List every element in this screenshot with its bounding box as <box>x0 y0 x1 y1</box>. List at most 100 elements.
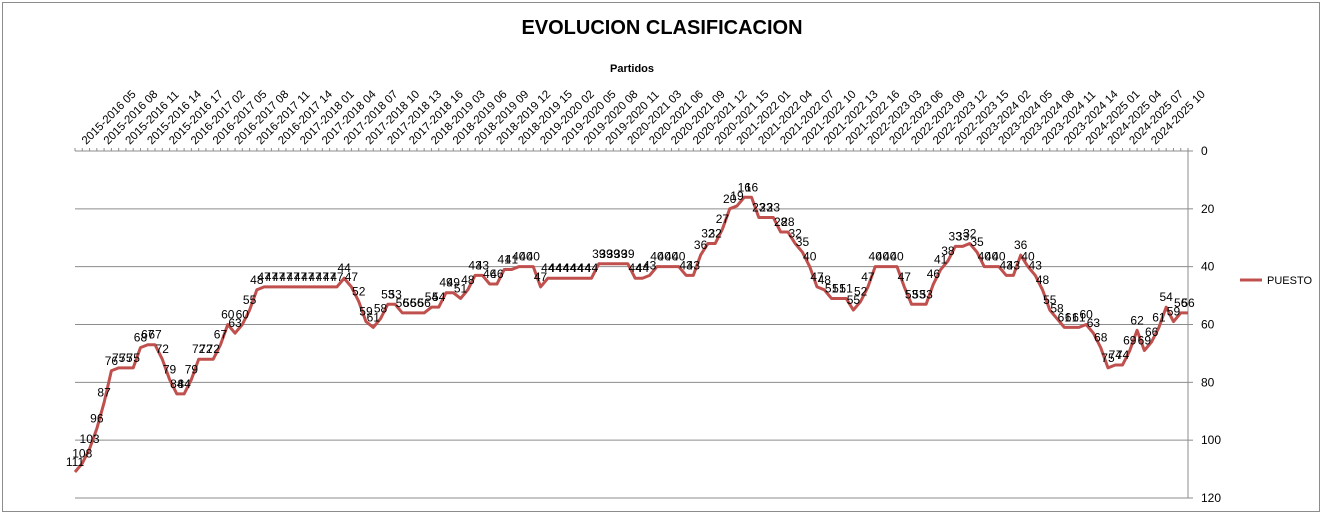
data-label: 40 <box>650 250 664 264</box>
data-label: 59 <box>1167 305 1181 319</box>
data-label: 28 <box>781 215 795 229</box>
data-label: 67 <box>148 328 162 342</box>
data-label: 27 <box>716 212 730 226</box>
data-label: 61 <box>1065 310 1079 324</box>
data-label: 49 <box>439 276 453 290</box>
data-label: 63 <box>228 316 242 330</box>
data-label: 39 <box>607 247 621 261</box>
data-label: 43 <box>999 258 1013 272</box>
y-tick-label: 60 <box>1201 318 1215 332</box>
data-label: 47 <box>279 270 293 284</box>
data-label: 58 <box>1050 302 1064 316</box>
data-label: 44 <box>570 261 584 275</box>
data-label: 23 <box>767 201 781 215</box>
data-label: 72 <box>207 342 221 356</box>
data-label: 75 <box>127 351 141 365</box>
data-label: 32 <box>708 227 722 241</box>
data-label: 48 <box>461 273 475 287</box>
data-label: 39 <box>592 247 606 261</box>
data-label: 67 <box>141 328 155 342</box>
data-label: 47 <box>810 270 824 284</box>
legend: PUESTO <box>1240 275 1312 287</box>
data-label: 36 <box>694 238 708 252</box>
data-label: 79 <box>163 362 177 376</box>
data-label: 40 <box>890 250 904 264</box>
data-label: 47 <box>265 270 279 284</box>
data-label: 56 <box>417 296 431 310</box>
data-label: 44 <box>585 261 599 275</box>
data-label: 56 <box>410 296 424 310</box>
data-label: 44 <box>337 261 351 275</box>
data-label: 47 <box>330 270 344 284</box>
data-label: 47 <box>257 270 271 284</box>
data-label: 60 <box>236 308 250 322</box>
data-label: 46 <box>490 267 504 281</box>
y-tick-label: 20 <box>1201 202 1215 216</box>
data-label: 75 <box>1101 351 1115 365</box>
data-label: 44 <box>636 261 650 275</box>
data-label: 76 <box>105 354 119 368</box>
data-label: 39 <box>599 247 613 261</box>
data-label: 75 <box>112 351 126 365</box>
data-label: 32 <box>701 227 715 241</box>
data-label: 55 <box>1043 293 1057 307</box>
data-label: 20 <box>723 192 737 206</box>
data-label: 40 <box>665 250 679 264</box>
series-lines <box>73 195 1188 473</box>
data-label: 67 <box>214 328 228 342</box>
data-label: 62 <box>1130 313 1144 327</box>
data-label: 52 <box>854 284 868 298</box>
data-label: 48 <box>1036 273 1050 287</box>
data-label: 43 <box>643 258 657 272</box>
data-label: 59 <box>359 305 373 319</box>
y-tick-label: 100 <box>1201 433 1221 447</box>
data-label: 60 <box>221 308 235 322</box>
y-tick-label: 0 <box>1201 144 1208 158</box>
data-label: 40 <box>1021 250 1035 264</box>
data-label: 19 <box>730 189 744 203</box>
data-label: 79 <box>185 362 199 376</box>
data-label: 43 <box>687 258 701 272</box>
data-label: 47 <box>345 270 359 284</box>
y-tick-label: 40 <box>1201 260 1215 274</box>
data-label: 69 <box>1138 334 1152 348</box>
data-label: 74 <box>1116 348 1130 362</box>
data-label: 47 <box>534 270 548 284</box>
data-label: 51 <box>825 281 839 295</box>
data-label: 39 <box>621 247 635 261</box>
data-label: 75 <box>119 351 133 365</box>
data-label: 48 <box>250 273 264 287</box>
data-label: 103 <box>80 432 100 446</box>
data-label: 36 <box>1014 238 1028 252</box>
data-label: 43 <box>476 258 490 272</box>
data-label: 32 <box>963 227 977 241</box>
data-label: 51 <box>454 281 468 295</box>
data-label: 66 <box>1145 325 1159 339</box>
data-label: 40 <box>985 250 999 264</box>
data-label: 40 <box>876 250 890 264</box>
data-label: 56 <box>1181 296 1195 310</box>
data-label: 16 <box>738 180 752 194</box>
data-label: 53 <box>905 287 919 301</box>
data-label: 40 <box>869 250 883 264</box>
data-label: 52 <box>352 284 366 298</box>
series-line-puesto <box>73 195 1188 473</box>
data-label: 54 <box>432 290 446 304</box>
data-label: 108 <box>72 446 92 460</box>
data-label: 48 <box>818 273 832 287</box>
data-label: 35 <box>796 235 810 249</box>
data-label: 41 <box>498 253 512 267</box>
data-label: 84 <box>177 377 191 391</box>
data-label: 53 <box>912 287 926 301</box>
data-label: 46 <box>927 267 941 281</box>
data-label: 38 <box>941 244 955 258</box>
data-label: 53 <box>381 287 395 301</box>
data-label: 53 <box>919 287 933 301</box>
data-label: 32 <box>788 227 802 241</box>
data-labels: 1111081039687767575756867677279848479727… <box>66 180 1195 469</box>
data-label: 40 <box>672 250 686 264</box>
data-label: 74 <box>1109 348 1123 362</box>
data-label: 40 <box>883 250 897 264</box>
data-label: 47 <box>316 270 330 284</box>
